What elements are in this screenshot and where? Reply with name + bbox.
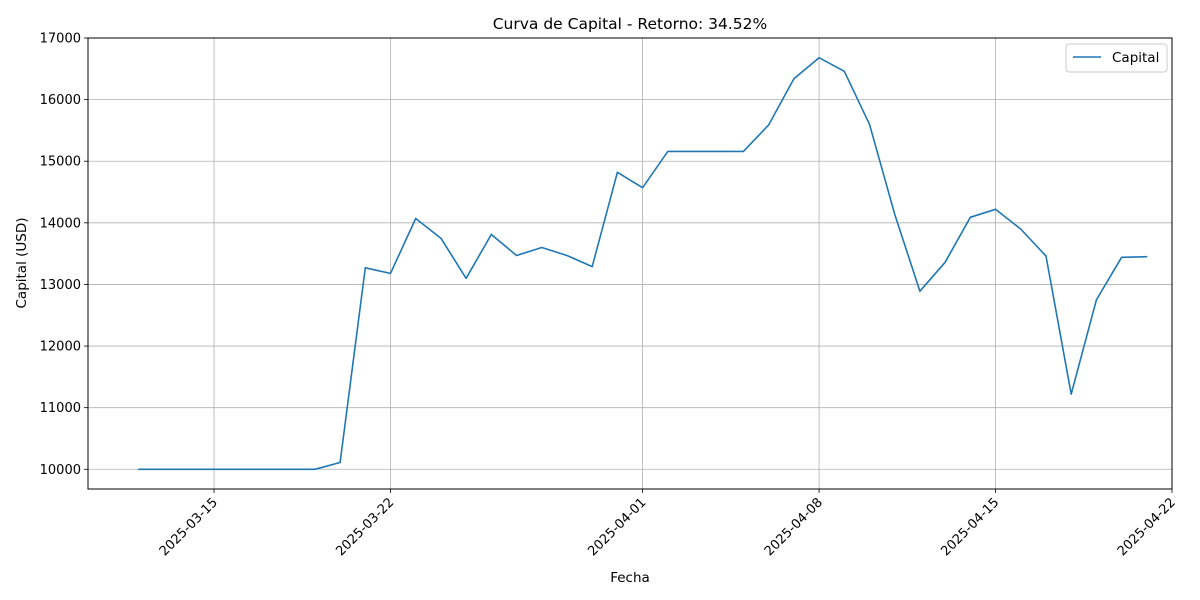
y-tick-label: 10000 [40, 463, 81, 478]
data-point [490, 233, 492, 236]
data-point [389, 272, 392, 274]
data-point [566, 254, 568, 257]
data-point [364, 267, 366, 269]
data-point [894, 213, 896, 215]
data-point [742, 150, 745, 152]
data-point [1095, 299, 1097, 301]
data-point [868, 123, 871, 125]
data-point [440, 237, 442, 239]
data-point [944, 261, 946, 263]
data-point [1121, 256, 1123, 258]
data-point [642, 187, 644, 189]
y-tick-label: 16000 [40, 93, 81, 108]
data-point [1146, 256, 1148, 258]
data-point [238, 468, 240, 470]
data-point [339, 461, 341, 464]
data-point [1070, 393, 1072, 395]
plot-frame [87, 37, 1173, 490]
data-point [213, 468, 215, 470]
y-tick-label: 11000 [40, 401, 81, 416]
data-point [692, 150, 694, 152]
data-point [314, 468, 316, 470]
y-tick-label: 17000 [40, 32, 81, 47]
legend-box [1065, 43, 1168, 73]
data-point [163, 468, 165, 470]
data-point [541, 246, 543, 249]
legend: Capital [1065, 43, 1168, 73]
data-point [188, 468, 190, 470]
line-layer [137, 56, 1148, 471]
data-point [919, 290, 921, 292]
y-tick-label: 12000 [40, 340, 81, 355]
data-point [263, 468, 266, 470]
data-point [591, 266, 593, 268]
data-point [1020, 228, 1022, 230]
legend-label: Capital [1112, 50, 1159, 66]
data-point [843, 70, 845, 72]
data-point [768, 124, 770, 126]
data-point [137, 468, 139, 470]
data-point [516, 254, 518, 257]
data-point [994, 208, 997, 210]
chart-title: Curva de Capital - Retorno: 34.52% [493, 15, 768, 33]
data-point [717, 150, 719, 152]
data-point [616, 171, 619, 173]
data-point [667, 150, 669, 152]
y-tick-label: 14000 [40, 216, 81, 231]
y-tick-label: 15000 [40, 155, 81, 170]
y-tick-label: 13000 [40, 278, 81, 293]
data-point [415, 217, 417, 220]
x-axis-label: Fecha [610, 570, 650, 586]
data-point [793, 78, 795, 80]
data-point [969, 216, 971, 218]
y-axis-label: Capital (USD) [14, 217, 30, 308]
data-point [1045, 255, 1047, 257]
data-point [465, 277, 467, 279]
data-point [289, 468, 291, 470]
data-point [818, 57, 820, 59]
series-points [137, 57, 1148, 470]
